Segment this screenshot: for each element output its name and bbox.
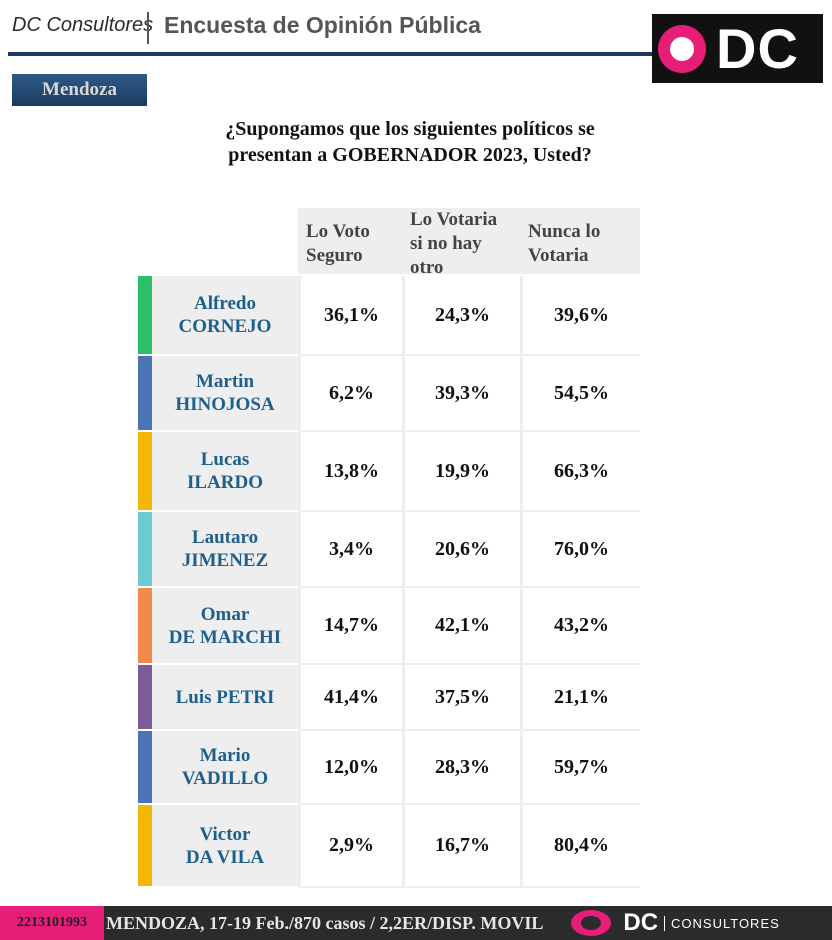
value-nunca: 43,2%: [520, 588, 640, 663]
value-votaria: 20,6%: [402, 512, 520, 586]
party-color-bar: [138, 665, 152, 729]
footer-brand-sub: CONSULTORES: [664, 915, 780, 931]
value-seguro: 2,9%: [298, 805, 402, 886]
value-nunca: 54,5%: [520, 356, 640, 430]
candidate-first-name: Omar: [200, 603, 250, 625]
page-title: Encuesta de Opinión Pública: [164, 12, 481, 38]
party-color-bar: [138, 432, 152, 510]
party-color-bar: [138, 805, 152, 886]
row-divider: [298, 803, 640, 805]
candidate-row: Martin HINOJOSA 6,2% 39,3% 54,5%: [138, 356, 640, 432]
value-votaria: 16,7%: [402, 805, 520, 886]
row-divider: [298, 586, 640, 588]
candidate-row: Lucas ILARDO 13,8% 19,9% 66,3%: [138, 432, 640, 512]
candidate-last-name: DE MARCHI: [168, 626, 282, 648]
value-seguro: 13,8%: [298, 432, 402, 510]
candidate-row: Alfredo CORNEJO 36,1% 24,3% 39,6%: [138, 276, 640, 356]
candidate-name: Omar DE MARCHI: [152, 588, 298, 663]
region-tab: Mendoza: [12, 74, 147, 106]
row-divider: [298, 430, 640, 432]
candidate-name: Luis PETRI: [152, 665, 298, 729]
candidate-row: Omar DE MARCHI 14,7% 42,1% 43,2%: [138, 588, 640, 665]
value-votaria: 24,3%: [402, 276, 520, 354]
party-color-bar: [138, 731, 152, 803]
column-header-votaria: Lo Votaria si no hay otro: [402, 208, 520, 278]
value-nunca: 76,0%: [520, 512, 640, 586]
value-votaria: 42,1%: [402, 588, 520, 663]
question-line-1: ¿Supongamos que los siguientes políticos…: [225, 118, 595, 140]
candidate-first-name: Lautaro: [191, 527, 259, 548]
party-color-bar: [138, 512, 152, 586]
candidate-name: Lucas ILARDO: [152, 432, 298, 510]
value-seguro: 41,4%: [298, 665, 402, 729]
candidate-first-name: Martin: [195, 371, 255, 392]
candidate-last-name: VADILLO: [181, 768, 269, 789]
candidate-first-name: Mario: [199, 745, 251, 766]
party-color-bar: [138, 356, 152, 430]
footer-bar: 2213101993 MENDOZA, 17-19 Feb./870 casos…: [0, 906, 832, 940]
header-rule: [8, 52, 658, 56]
header-divider: [147, 12, 149, 44]
value-nunca: 66,3%: [520, 432, 640, 510]
value-seguro: 3,4%: [298, 512, 402, 586]
candidate-name: Mario VADILLO: [152, 731, 298, 803]
candidate-first-name: Victor: [199, 823, 251, 845]
survey-question: ¿Supongamos que los siguientes políticos…: [130, 116, 690, 168]
candidate-last-name: ILARDO: [186, 472, 263, 493]
candidate-name: Victor DA VILA: [152, 805, 298, 886]
footer-logo-ring-icon: [571, 910, 612, 936]
value-votaria: 37,5%: [402, 665, 520, 729]
footer-brand: DC: [623, 909, 659, 936]
brand-name: DC Consultores: [12, 14, 154, 36]
party-color-bar: [138, 276, 152, 354]
value-nunca: 39,6%: [520, 276, 640, 354]
value-votaria: 19,9%: [402, 432, 520, 510]
value-nunca: 21,1%: [520, 665, 640, 729]
value-votaria: 28,3%: [402, 731, 520, 803]
logo-text: DC: [716, 17, 799, 80]
candidate-row: Luis PETRI 41,4% 37,5% 21,1%: [138, 665, 640, 731]
footer-phone: 2213101993: [0, 906, 104, 940]
candidate-row: Mario VADILLO 12,0% 28,3% 59,7%: [138, 731, 640, 805]
row-divider: [298, 663, 640, 665]
candidate-last-name: HINOJOSA: [175, 394, 275, 415]
results-table: Lo Voto Seguro Lo Votaria si no hay otro…: [138, 208, 640, 888]
footer-info: MENDOZA, 17-19 Feb./870 casos / 2,2ER/DI…: [106, 912, 544, 933]
value-nunca: 59,7%: [520, 731, 640, 803]
candidate-row: Lautaro JIMENEZ 3,4% 20,6% 76,0%: [138, 512, 640, 588]
row-divider: [298, 729, 640, 731]
party-color-bar: [138, 588, 152, 663]
logo-ring-icon: [658, 24, 706, 73]
row-divider: [298, 510, 640, 512]
row-divider: [298, 886, 640, 888]
value-seguro: 12,0%: [298, 731, 402, 803]
question-line-2: presentan a GOBERNADOR 2023, Usted?: [228, 144, 592, 166]
candidate-row: Victor DA VILA 2,9% 16,7% 80,4%: [138, 805, 640, 888]
candidate-last-name: JIMENEZ: [181, 550, 269, 571]
value-nunca: 80,4%: [520, 805, 640, 886]
candidate-name: Martin HINOJOSA: [152, 356, 298, 430]
column-header-nunca: Nunca lo Votaria: [520, 208, 640, 274]
candidate-first-name: Lucas: [200, 449, 250, 470]
candidate-name: Alfredo CORNEJO: [152, 276, 298, 354]
candidate-first-name: Luis PETRI: [175, 686, 275, 708]
candidate-name: Lautaro JIMENEZ: [152, 512, 298, 586]
candidate-last-name: DA VILA: [185, 846, 265, 868]
value-seguro: 36,1%: [298, 276, 402, 354]
dc-logo: DC: [652, 14, 823, 83]
value-seguro: 6,2%: [298, 356, 402, 430]
candidate-last-name: CORNEJO: [178, 316, 272, 337]
value-votaria: 39,3%: [402, 356, 520, 430]
column-header-seguro: Lo Voto Seguro: [298, 208, 402, 274]
row-divider: [298, 354, 640, 356]
value-seguro: 14,7%: [298, 588, 402, 663]
candidate-first-name: Alfredo: [194, 293, 256, 314]
